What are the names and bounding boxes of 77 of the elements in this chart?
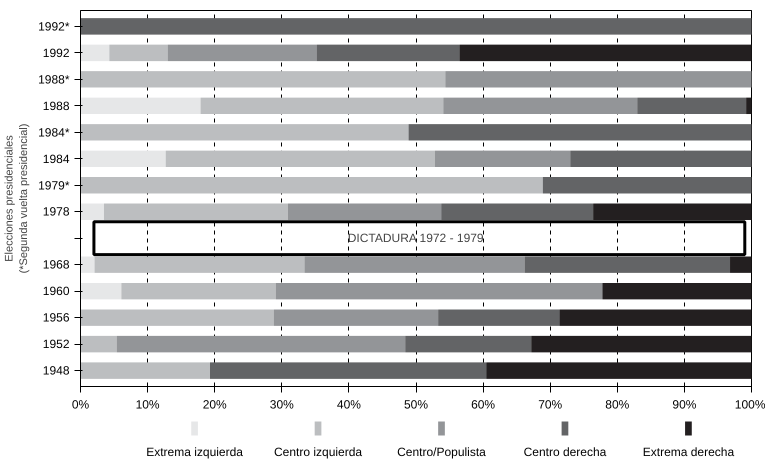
bar (80, 150, 166, 167)
bar (274, 309, 438, 326)
bar (438, 309, 560, 326)
x-tick-label: 70% (538, 398, 563, 412)
bar (80, 71, 446, 88)
x-tick-label: 60% (471, 398, 496, 412)
y-tick-label: 1956 (42, 310, 70, 325)
bar (80, 98, 201, 114)
bar (304, 256, 525, 273)
legend-label: Extrema izquierda (146, 445, 244, 459)
y-tick-label: 1979* (38, 178, 70, 192)
x-tick-label: 30% (270, 398, 294, 412)
x-tick-label: 50% (404, 398, 428, 412)
bar (560, 309, 752, 326)
bar (121, 282, 276, 300)
legend-label: Centro/Populista (397, 445, 486, 459)
y-axis-title: Elecciones presidenciales (*Segunda vuelta presidencial) (4, 124, 30, 274)
bar (276, 282, 603, 300)
bar (80, 177, 543, 194)
bar (486, 362, 752, 379)
bar (80, 309, 274, 326)
bar (593, 204, 752, 220)
x-tick-label: 10% (136, 398, 160, 412)
bar (570, 150, 752, 167)
y-tick-label: 1968 (42, 258, 70, 272)
y-tick-label: 1960 (42, 284, 70, 298)
bar (730, 256, 752, 273)
bar (531, 336, 752, 352)
annotation: DICTADURA 1972 - 1979 (348, 231, 484, 246)
bar (94, 256, 305, 273)
bar (524, 256, 730, 273)
bar (542, 177, 752, 194)
bar (116, 336, 406, 352)
bar (746, 98, 752, 114)
bar (316, 44, 460, 62)
bar (446, 71, 752, 88)
y-tick-label: 1992 (42, 46, 70, 60)
x-tick-label: 90% (672, 398, 697, 412)
y-tick-label: 1988* (38, 72, 70, 86)
bar (210, 362, 486, 379)
bar (405, 336, 532, 352)
y-tick-label: 1984 (42, 152, 70, 166)
bar (442, 204, 594, 220)
x-tick-label: 0% (72, 398, 90, 412)
bar (80, 362, 210, 379)
bar (168, 44, 317, 62)
bar (104, 204, 288, 220)
bar (637, 98, 746, 114)
bar (200, 98, 444, 114)
bar (80, 18, 752, 35)
bar (434, 150, 570, 167)
bar (80, 256, 95, 273)
x-tick-label: 100% (734, 398, 765, 412)
legend-label: Extrema derecha (642, 445, 734, 459)
bar (80, 204, 104, 220)
x-tick-label: 20% (202, 398, 228, 412)
legend-label: Centro izquierda (274, 445, 362, 459)
bar (80, 44, 110, 62)
x-tick-label: 40% (336, 398, 362, 412)
y-tick-label: 1992* (38, 19, 70, 34)
bar (109, 44, 168, 62)
bar (166, 150, 435, 167)
bar (602, 282, 752, 300)
y-tick-label: 1948 (42, 364, 70, 378)
bar (80, 124, 409, 141)
bar (80, 336, 117, 352)
bar (288, 204, 442, 220)
bar (444, 98, 638, 114)
x-tick-label: 80% (605, 398, 630, 412)
bar (408, 124, 752, 141)
legend-label: Centro derecha (524, 445, 607, 459)
bar (80, 282, 122, 300)
y-tick-label: 1952 (42, 337, 70, 352)
bar (460, 44, 752, 62)
y-tick-label: 1988 (42, 98, 70, 113)
y-tick-label: 1984* (38, 125, 70, 140)
y-tick-label: 1978 (42, 204, 70, 219)
